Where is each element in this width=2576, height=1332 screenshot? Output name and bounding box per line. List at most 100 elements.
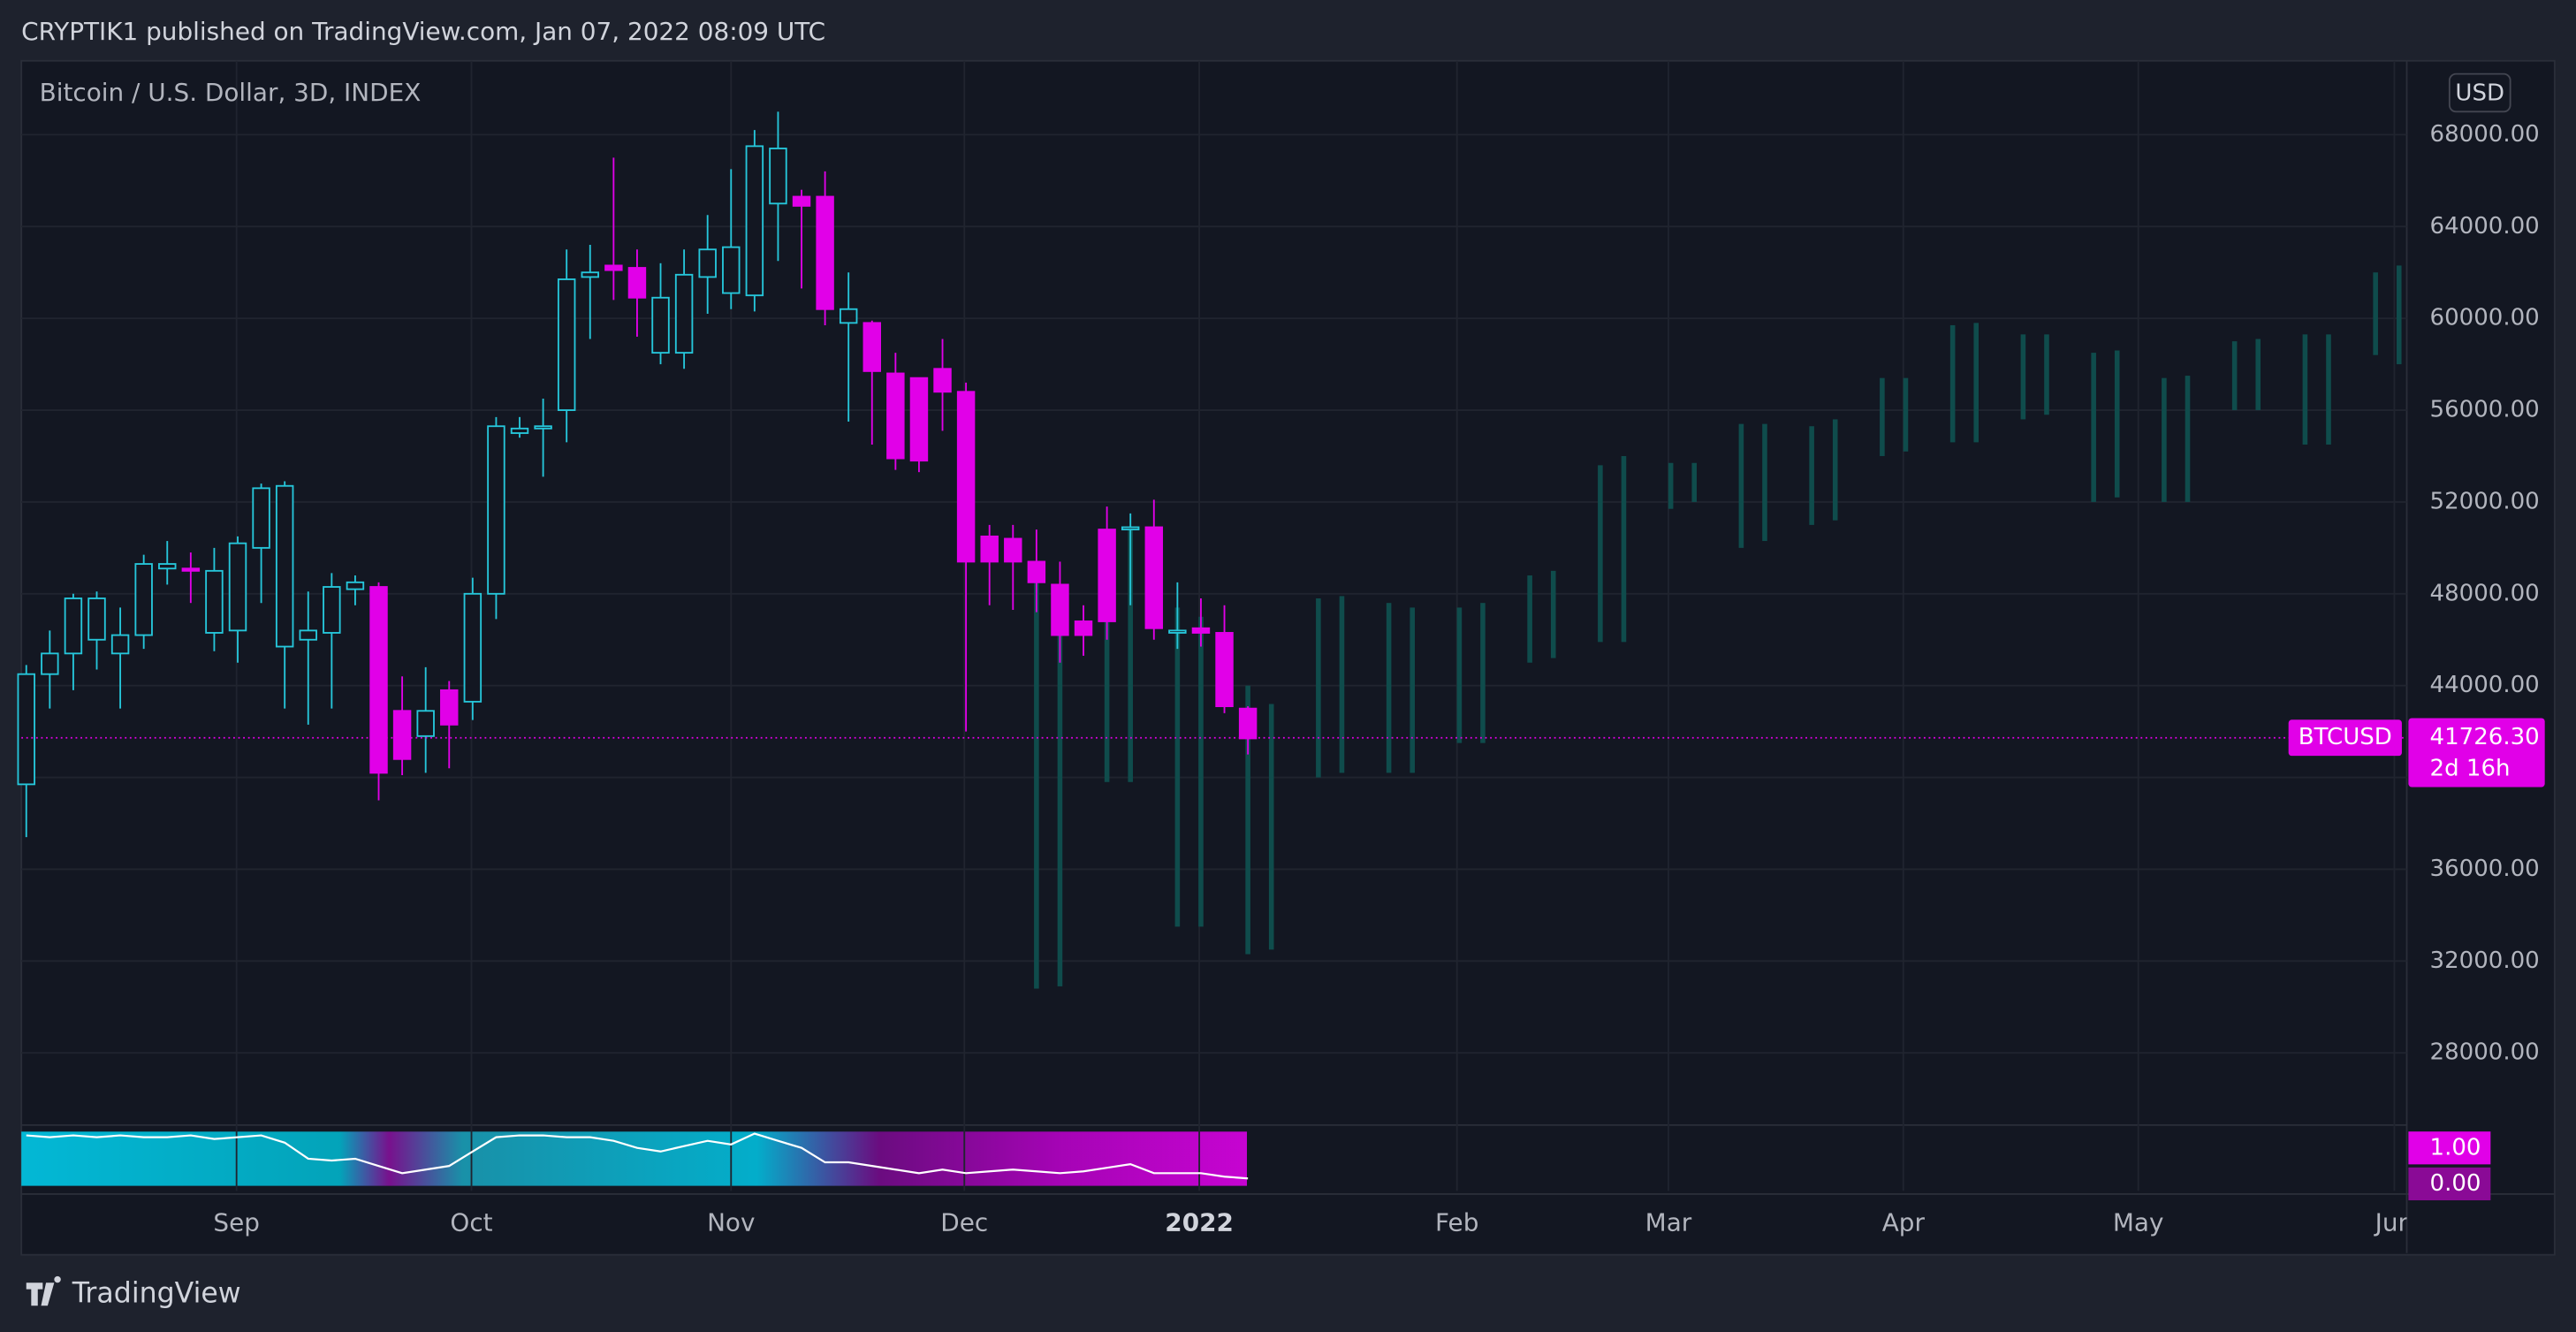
candle-body — [1191, 627, 1211, 634]
candle-body — [557, 278, 576, 411]
candle-body — [275, 484, 294, 648]
candle-body — [134, 563, 153, 636]
projection-bar — [1621, 455, 1627, 643]
candle-body — [816, 195, 834, 310]
projection-bar — [2114, 350, 2120, 498]
candle-body — [698, 248, 717, 278]
x-tick-label: Sep — [213, 1207, 260, 1237]
chart-title: Bitcoin / U.S. Dollar, 3D, INDEX — [40, 78, 422, 107]
candle-body — [581, 271, 599, 278]
candle-body — [1144, 526, 1164, 629]
candle-body — [463, 592, 483, 703]
x-axis-labels: Sep Oct Nov Dec 2022 Feb Mar Apr May Jun — [213, 1207, 2414, 1237]
candle-body — [41, 652, 59, 675]
x-tick-label: May — [2113, 1207, 2164, 1237]
projection-bar — [2091, 353, 2096, 502]
candle-body — [792, 195, 811, 207]
projection-bar — [2231, 341, 2238, 411]
candle-body — [933, 368, 952, 393]
candle-body — [1238, 707, 1258, 740]
projection-bar — [1949, 324, 1956, 443]
projection-bar — [2044, 334, 2049, 415]
chart-bg — [20, 59, 2556, 1256]
y-tick-label: 36000.00 — [2430, 856, 2540, 882]
projection-bar — [1174, 607, 1181, 927]
candle-body — [909, 377, 929, 462]
candle-body — [769, 148, 787, 205]
candle-body — [1074, 620, 1093, 636]
candle-body — [604, 264, 623, 271]
candle-body — [627, 267, 647, 299]
candle-body — [839, 308, 858, 324]
y-tick-label: 32000.00 — [2430, 948, 2540, 974]
candle-body — [1121, 526, 1140, 531]
indicator-tick-label: 0.00 — [2430, 1170, 2481, 1197]
projection-bar — [2302, 334, 2308, 445]
projection-bar — [1316, 598, 1321, 778]
price-box — [2408, 718, 2545, 788]
projection-bar — [1762, 423, 1767, 542]
indicator-tick-box — [2408, 1131, 2491, 1165]
y-tick-label: 68000.00 — [2430, 121, 2540, 148]
projection-bar — [1527, 575, 1532, 663]
indicator-tick-label: 1.00 — [2430, 1134, 2481, 1161]
x-tick-label: Apr — [1882, 1207, 1926, 1237]
projection-bar — [1245, 685, 1250, 955]
projection-bar — [1456, 607, 1463, 743]
projection-bar — [1034, 570, 1039, 989]
x-tick-label: Mar — [1645, 1207, 1692, 1237]
symbol-box — [2288, 719, 2402, 757]
projection-bar — [1973, 323, 1979, 443]
candle-body — [440, 689, 459, 726]
candle-body — [980, 535, 999, 563]
candle-body — [346, 581, 365, 590]
candle-body — [181, 567, 201, 572]
candle-body — [487, 425, 505, 595]
candle-body — [862, 322, 882, 372]
candle-body — [17, 673, 35, 786]
candle-body — [369, 586, 388, 774]
projection-bar — [1903, 377, 1909, 452]
projection-bar — [1198, 616, 1204, 927]
candle-body — [416, 710, 435, 737]
y-tick-label: 44000.00 — [2430, 672, 2540, 698]
currency: USD — [2455, 80, 2504, 106]
candle-body — [745, 145, 764, 297]
candle-body — [722, 246, 741, 294]
candle-body — [651, 296, 670, 354]
x-tick-label: Dec — [940, 1207, 988, 1237]
x-tick-label: Jun — [2374, 1207, 2414, 1237]
countdown: 2d 16h — [2430, 756, 2511, 782]
projection-bar — [1104, 536, 1110, 782]
candle-body — [1215, 632, 1234, 707]
logo-icon — [26, 1275, 61, 1306]
candle-body — [1004, 537, 1022, 563]
candle-body — [158, 563, 177, 570]
projection-bar — [1057, 584, 1063, 986]
symbol: BTCUSD — [2299, 724, 2392, 750]
indicator-tick-box — [2408, 1167, 2491, 1200]
projection-bar — [1691, 462, 1698, 502]
y-tick-label: 56000.00 — [2430, 397, 2540, 423]
candle-body — [205, 569, 224, 634]
y-tick-label: 64000.00 — [2430, 213, 2540, 240]
candle-body — [228, 542, 247, 632]
candle-body — [64, 597, 83, 655]
last-price-label: 41726.30 — [2430, 724, 2540, 750]
candle-body — [886, 372, 905, 460]
currency-box — [2448, 72, 2511, 113]
projection-bar — [1809, 426, 1814, 525]
projection-bar — [1598, 465, 1603, 643]
projection-bar — [1410, 607, 1416, 773]
candle-body — [110, 634, 130, 655]
projection-bar — [1832, 419, 1838, 521]
candle-body — [252, 487, 270, 549]
y-tick-label: 52000.00 — [2430, 488, 2540, 514]
candle-body — [1027, 560, 1046, 583]
projection-bar — [2396, 265, 2402, 365]
projection-bar — [1128, 529, 1133, 782]
projection-bar — [1550, 570, 1556, 658]
projection-bar — [2255, 339, 2261, 411]
y-tick-label: 60000.00 — [2430, 305, 2540, 331]
